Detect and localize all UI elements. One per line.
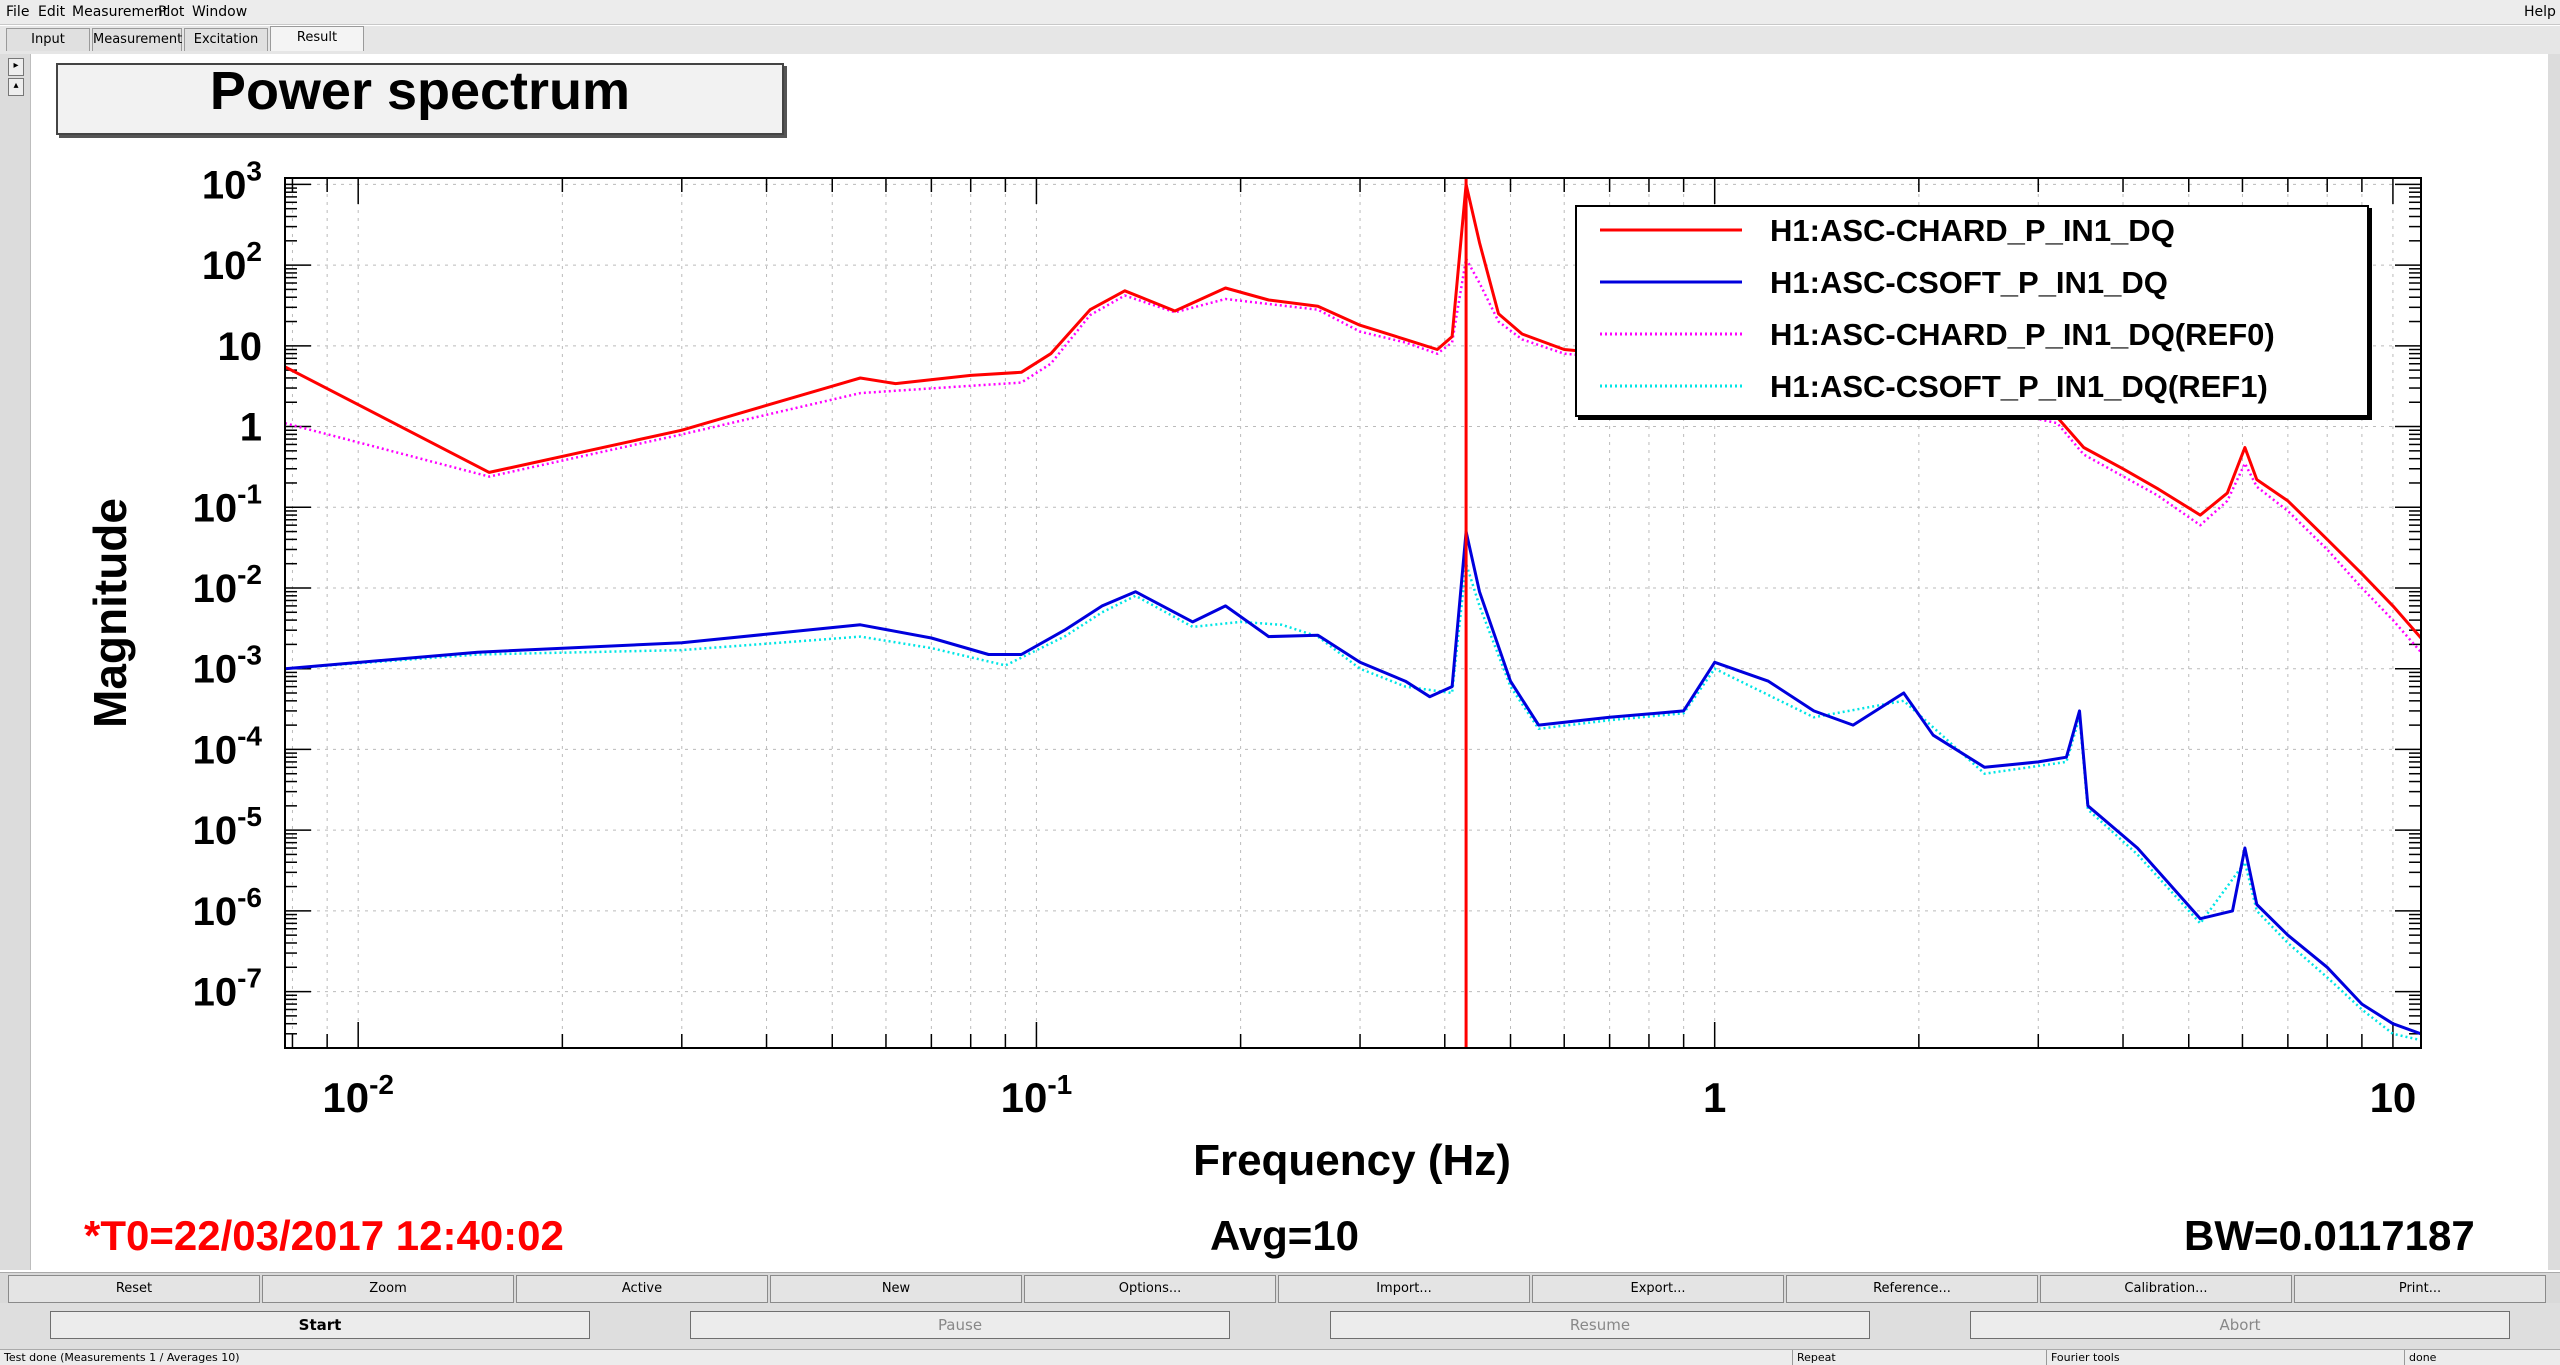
reference-button[interactable]: Reference... [1786,1275,2038,1303]
expand-arrow-icon[interactable]: ▸ [8,58,24,76]
series-group [285,182,2421,1042]
menu-file[interactable]: File [6,4,30,20]
legend: H1:ASC-CHARD_P_IN1_DQ H1:ASC-CSOFT_P_IN1_… [1575,205,2369,417]
series-line-4 [285,562,2421,1042]
menu-bar: File Edit Measurement Plot Window Help [0,0,2560,25]
legend-label: H1:ASC-CSOFT_P_IN1_DQ(REF1) [1770,369,2268,404]
options-button[interactable]: Options... [1024,1275,1276,1303]
x-tick-label: 10-1 [1001,1069,1073,1121]
y-tick-label: 10-2 [193,559,262,611]
status-message: Test done (Measurements 1 / Averages 10) [4,1351,240,1364]
series-line-3 [285,257,2421,654]
new-button[interactable]: New [770,1275,1022,1303]
avg-label: Avg=10 [1210,1212,1360,1259]
active-button[interactable]: Active [516,1275,768,1303]
x-axis-label: Frequency (Hz) [1193,1136,1511,1185]
axis-labels: 10-2 10-1 1 10 10-7 10-6 10-5 10-4 10-3 10-2 10-1 1… [193,155,2417,1121]
x-tick-label: 10 [2370,1074,2417,1121]
x-tick-label: 10-2 [322,1069,394,1121]
x-tick-label: 1 [1703,1074,1726,1121]
control-bar: Start Pause Resume Abort [0,1303,2560,1349]
plot-title: Power spectrum [209,61,631,121]
export-button[interactable]: Export... [1532,1275,1784,1303]
plot-frame [284,177,2422,1049]
series-line-2 [285,530,2421,1036]
menu-measurement[interactable]: Measurement [72,4,169,20]
tab-measurement[interactable]: Measurement [92,28,182,51]
collapse-arrow-icon[interactable]: ▴ [8,78,24,96]
menu-help[interactable]: Help [2524,4,2556,20]
t0-label: *T0=22/03/2017 12:40:02 [84,1212,564,1259]
status-repeat: Repeat [1792,1350,2047,1365]
menu-window[interactable]: Window [192,4,248,20]
y-tick-label: 10-1 [193,478,262,530]
y-tick-label: 10-7 [193,963,262,1015]
power-spectrum-chart[interactable]: 10-2 10-1 1 10 10-7 10-6 10-5 10-4 10-3 10-2 10-1 1… [0,0,2560,1270]
y-axis-label: Magnitude [84,498,136,728]
axis-ticks [285,178,2421,1049]
legend-label: H1:ASC-CHARD_P_IN1_DQ [1770,213,2175,248]
y-tick-label: 10-4 [193,720,263,772]
tab-excitation[interactable]: Excitation [184,28,268,51]
plot-toolbar: Reset Zoom Active New Options... Import.… [0,1272,2560,1303]
y-tick-label: 1 [240,406,262,450]
tab-input[interactable]: Input [6,28,90,51]
abort-button[interactable]: Abort [1970,1311,2510,1339]
menu-edit[interactable]: Edit [38,4,66,20]
pause-button[interactable]: Pause [690,1311,1230,1339]
legend-label: H1:ASC-CSOFT_P_IN1_DQ [1770,265,2168,300]
status-state: done [2404,1350,2559,1365]
tab-bar: Input Measurement Excitation Result [0,26,2560,54]
start-button[interactable]: Start [50,1311,590,1339]
reset-button[interactable]: Reset [8,1275,260,1303]
legend-label: H1:ASC-CHARD_P_IN1_DQ(REF0) [1770,317,2275,352]
zoom-button[interactable]: Zoom [262,1275,514,1303]
y-tick-label: 10-3 [193,640,262,692]
status-bar: Test done (Measurements 1 / Averages 10)… [0,1349,2560,1365]
tab-result[interactable]: Result [270,26,364,51]
status-mode: Fourier tools [2046,1350,2401,1365]
y-tick-label: 103 [202,155,262,207]
right-rail [2548,54,2560,1270]
left-rail: ▸ ▴ [0,54,31,1270]
menu-plot[interactable]: Plot [158,4,185,20]
print-button[interactable]: Print... [2294,1275,2546,1303]
y-tick-label: 10-6 [193,882,262,934]
y-tick-label: 102 [202,236,262,288]
resume-button[interactable]: Resume [1330,1311,1870,1339]
plot-title-box [56,63,784,135]
import-button[interactable]: Import... [1278,1275,1530,1303]
series-line-1 [285,182,2421,639]
y-tick-label: 10-5 [193,801,262,853]
y-tick-label: 10 [218,325,263,369]
calibration-button[interactable]: Calibration... [2040,1275,2292,1303]
bw-label: BW=0.0117187 [2184,1212,2475,1259]
